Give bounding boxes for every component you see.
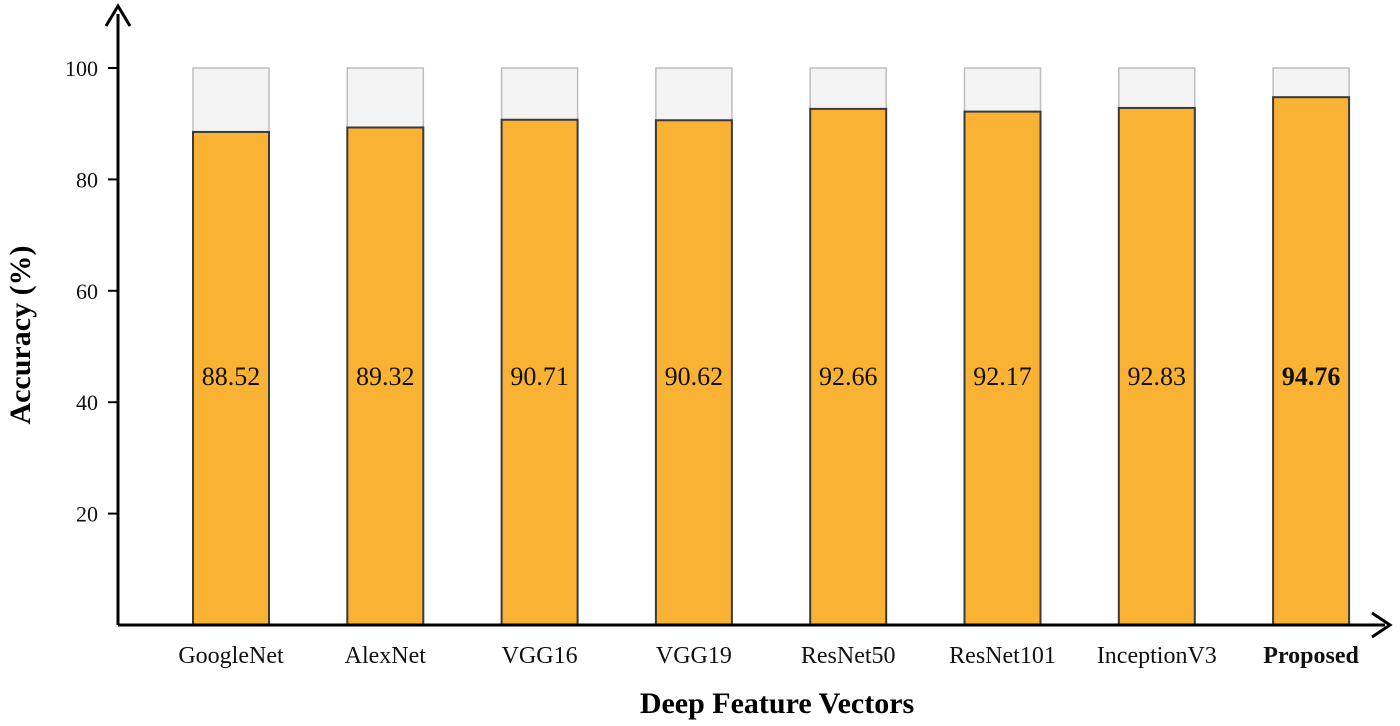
x-axis-arrow — [1371, 611, 1393, 639]
y-tick-label-20: 20 — [76, 502, 98, 527]
bar-alexnet — [346, 126, 425, 626]
bar-proposed — [1272, 96, 1351, 626]
value-labels: 88.52 89.32 90.71 90.62 92.66 92.17 92.83 94.76 — [202, 362, 1341, 391]
y-axis-title: Accuracy (%) — [4, 245, 37, 424]
y-axis-arrow — [104, 3, 132, 27]
y-tick-label-40: 40 — [76, 390, 98, 415]
value-label-proposed: 94.76 — [1282, 362, 1341, 391]
x-tick-label-inceptionv3: InceptionV3 — [1097, 643, 1217, 669]
bar-resnet101 — [963, 110, 1042, 626]
value-label-inceptionv3: 92.83 — [1128, 362, 1187, 391]
x-tick-label-proposed: Proposed — [1263, 643, 1359, 669]
y-tick-label-80: 80 — [76, 167, 98, 192]
x-tick-label-vgg16: VGG16 — [502, 643, 578, 669]
x-tick-label-vgg19: VGG19 — [656, 643, 732, 669]
x-axis-title: Deep Feature Vectors — [640, 687, 914, 720]
value-label-vgg19: 90.62 — [665, 362, 724, 391]
bar-vgg16 — [500, 118, 579, 626]
x-tick-label-alexnet: AlexNet — [345, 643, 427, 669]
value-label-alexnet: 89.32 — [356, 362, 415, 391]
x-tick-label-resnet50: ResNet50 — [801, 643, 896, 669]
x-axis-labels: GoogleNet AlexNet VGG16 VGG19 ResNet50 ResNet… — [178, 643, 1359, 669]
y-tick-label-100: 100 — [65, 56, 98, 81]
value-label-resnet101: 92.17 — [973, 362, 1032, 391]
value-label-vgg16: 90.71 — [510, 362, 569, 391]
value-label-googlenet: 88.52 — [202, 362, 261, 391]
x-tick-label-resnet101: ResNet101 — [949, 643, 1056, 669]
x-tick-label-googlenet: GoogleNet — [178, 643, 284, 669]
y-axis-ticks: 20 40 60 80 100 — [65, 56, 118, 527]
bar-inceptionv3 — [1117, 106, 1196, 627]
value-label-resnet50: 92.66 — [819, 362, 878, 391]
y-tick-label-60: 60 — [76, 279, 98, 304]
bar-vgg19 — [654, 119, 733, 626]
